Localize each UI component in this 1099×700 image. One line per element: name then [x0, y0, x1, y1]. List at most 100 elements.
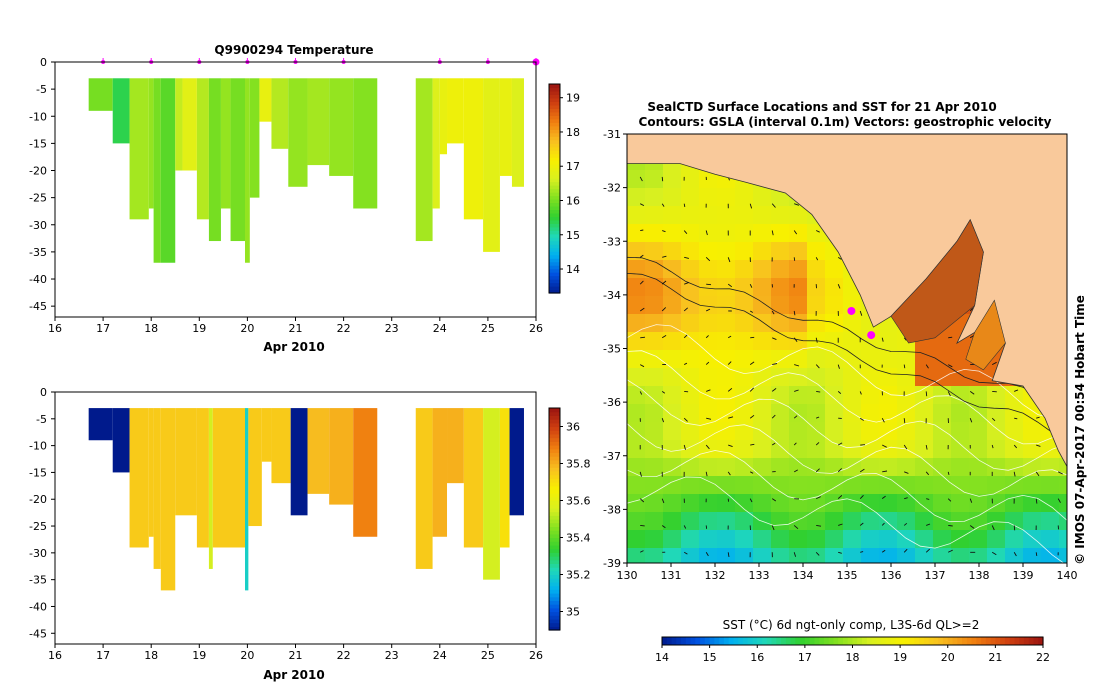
velocity-vector	[837, 468, 843, 473]
sst-colorbar-segment	[828, 637, 835, 645]
sst-cell	[627, 224, 646, 243]
colorbar-tick-label: 35.8	[566, 458, 591, 471]
sst-colorbar-segment	[938, 637, 944, 645]
map-x-tick-label: 135	[837, 569, 858, 582]
sst-colorbar-segment	[857, 637, 863, 645]
sst-cell	[645, 296, 664, 315]
map-y-tick-label: -39	[603, 557, 621, 570]
colorbar-segment	[549, 519, 560, 524]
sst-cell	[789, 440, 808, 459]
sst-colorbar-tick-label: 17	[798, 651, 812, 664]
velocity-vector	[815, 468, 820, 473]
velocity-vector	[727, 471, 731, 476]
sst-map-chart: SealCTD Surface Locations and SST for 21…	[603, 100, 1087, 664]
sst-cell	[915, 458, 934, 477]
sst-colorbar-segment	[862, 637, 868, 645]
sst-cell	[717, 296, 736, 315]
sst-colorbar-segment	[1028, 637, 1035, 645]
colorbar-tick-label: 16	[566, 194, 580, 207]
sst-cell	[771, 314, 790, 333]
sst-cell	[1005, 548, 1024, 563]
x-tick-label: 21	[289, 322, 303, 335]
sst-cell	[735, 314, 754, 333]
sst-cell	[861, 458, 880, 477]
velocity-vector	[1058, 471, 1063, 475]
sst-cell	[825, 332, 844, 351]
map-title: SealCTD Surface Locations and SST for 21…	[647, 100, 996, 114]
colorbar-segment	[549, 522, 560, 527]
velocity-vector	[749, 361, 755, 365]
velocity-vector	[727, 283, 733, 288]
sst-cell	[699, 206, 718, 225]
sst-cell	[753, 242, 772, 261]
colorbar-segment	[549, 600, 560, 605]
colorbar-segment	[549, 541, 560, 546]
colorbar-segment	[549, 408, 560, 413]
sst-cell	[663, 278, 682, 297]
colorbar-segment	[549, 589, 560, 594]
data-cell-1-3	[148, 408, 154, 537]
sst-cell	[645, 440, 664, 459]
sst-cell	[627, 368, 646, 387]
colorbar-segment	[549, 136, 560, 141]
sst-colorbar-tick-label: 15	[703, 651, 717, 664]
map-y-tick-label: -32	[603, 182, 621, 195]
colorbar-segment	[549, 118, 560, 123]
sst-cell	[1059, 512, 1067, 531]
sst-cell	[807, 422, 826, 441]
sst-cell	[663, 314, 682, 333]
colorbar-segment	[549, 626, 560, 631]
velocity-vector	[727, 387, 733, 392]
sst-cell	[933, 386, 952, 405]
sst-cell	[843, 530, 862, 549]
sst-cell	[897, 476, 916, 495]
sst-colorbar-segment	[790, 637, 796, 645]
sst-cell	[663, 350, 682, 369]
sst-cell	[771, 458, 790, 477]
colorbar-segment	[549, 415, 560, 420]
sst-cell	[1005, 404, 1024, 423]
sst-colorbar-segment	[942, 637, 949, 645]
sst-cell	[879, 512, 898, 531]
data-cell-1-1	[112, 408, 130, 473]
temperature-data-cells	[88, 78, 524, 263]
x-tick-label: 25	[481, 649, 495, 662]
sst-cell	[861, 422, 880, 441]
sst-cell	[915, 350, 934, 369]
map-subtitle: Contours: GSLA (interval 0.1m) Vectors: …	[639, 115, 1052, 129]
sst-cell	[663, 458, 682, 477]
velocity-vector	[639, 364, 645, 368]
colorbar-segment	[549, 611, 560, 616]
map-y-tick-label: -31	[603, 128, 621, 141]
sst-cell	[699, 476, 718, 495]
velocity-vector	[793, 310, 796, 316]
sst-cell	[663, 494, 682, 513]
velocity-vector	[925, 391, 928, 397]
sst-colorbar-segment	[681, 637, 687, 645]
velocity-vector	[881, 495, 886, 500]
map-x-tick-label: 131	[661, 569, 682, 582]
colorbar-segment	[549, 452, 560, 457]
sst-cell	[699, 224, 718, 243]
velocity-vector	[1014, 417, 1018, 420]
colorbar-segment	[549, 470, 560, 476]
sst-cell	[717, 314, 736, 333]
sst-cell	[627, 188, 646, 207]
velocity-vector	[771, 414, 776, 419]
colorbar-segment	[549, 251, 560, 256]
velocity-vector	[1013, 552, 1017, 557]
sst-cell	[951, 350, 970, 369]
colorbar-segment	[549, 526, 560, 531]
y-tick-label: -25	[29, 520, 47, 533]
sst-cell	[681, 350, 700, 369]
data-cell-1-20	[447, 408, 464, 484]
sst-cell	[807, 368, 826, 387]
sst-cell	[861, 350, 880, 369]
velocity-vector	[837, 256, 842, 260]
colorbar-segment	[549, 504, 560, 509]
velocity-vector	[749, 283, 753, 288]
data-cell-1-13	[271, 408, 291, 484]
sst-cell	[735, 224, 754, 243]
colorbar-segment	[549, 171, 560, 176]
sst-colorbar-segment	[990, 637, 996, 645]
